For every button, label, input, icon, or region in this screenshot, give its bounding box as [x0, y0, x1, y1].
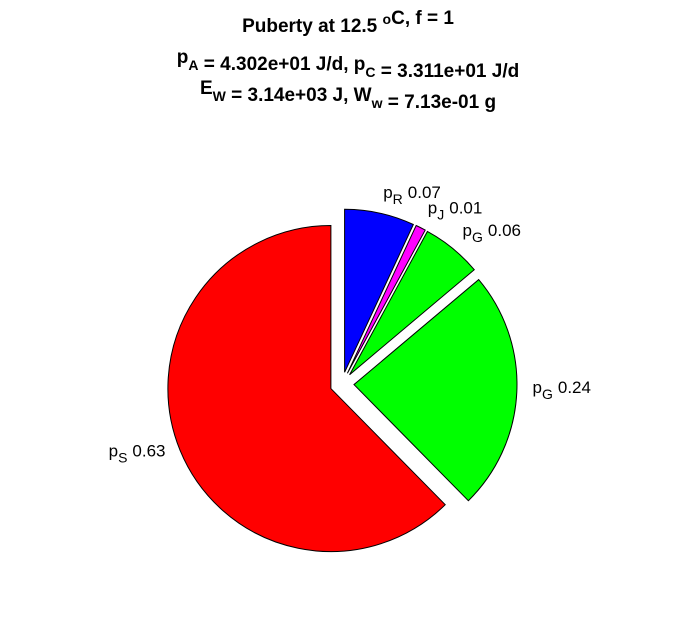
- slice-label: pJ 0.01: [428, 199, 483, 223]
- label-subscript: G: [542, 386, 553, 402]
- title-text: Puberty at 12.5: [242, 16, 382, 37]
- title-text: E: [200, 78, 213, 99]
- title-text: p: [177, 47, 189, 68]
- label-name: p: [463, 221, 472, 240]
- label-name: p: [109, 441, 118, 460]
- chart-title: EW = 3.14e+03 J, Ww = 7.13e-01 g: [200, 78, 496, 113]
- label-subscript: G: [472, 229, 483, 245]
- label-value: 0.63: [132, 441, 165, 460]
- title-text: C, f = 1: [391, 8, 454, 29]
- title-text: = 4.302e+01 J/d, p: [199, 54, 366, 75]
- slice-label: pG 0.24: [533, 378, 591, 402]
- title-text: = 7.13e-01 g: [383, 92, 497, 113]
- label-value: 0.07: [408, 183, 441, 202]
- pie-slice: [353, 278, 518, 502]
- slice-label: pS 0.63: [109, 441, 166, 465]
- label-subscript: R: [393, 191, 403, 207]
- label-value: 0.01: [449, 199, 482, 218]
- label-name: p: [428, 199, 437, 218]
- title-subscript: w: [371, 95, 383, 111]
- title-text: = 3.311e+01 J/d: [376, 61, 520, 82]
- title-subscript: A: [188, 57, 198, 73]
- label-name: p: [533, 378, 542, 397]
- title-text: = 3.14e+03 J, W: [226, 85, 372, 106]
- pie-slice: [346, 224, 426, 374]
- slice-label: pR 0.07: [383, 183, 441, 207]
- slice-label: pG 0.06: [463, 221, 521, 245]
- label-value: 0.06: [488, 221, 521, 240]
- pie-slice: [349, 230, 475, 376]
- label-subscript: S: [118, 449, 127, 465]
- title-superscript: o: [383, 11, 392, 27]
- title-subscript: C: [365, 64, 375, 80]
- label-value: 0.24: [558, 378, 591, 397]
- chart-title: pA = 4.302e+01 J/d, pC = 3.311e+01 J/d: [177, 47, 519, 82]
- pie-slice: [167, 225, 446, 553]
- label-subscript: J: [437, 207, 444, 223]
- title-subscript: W: [213, 88, 227, 104]
- label-name: p: [383, 183, 392, 202]
- pie-slice: [344, 208, 415, 373]
- chart-title: Puberty at 12.5 oC, f = 1: [242, 8, 454, 37]
